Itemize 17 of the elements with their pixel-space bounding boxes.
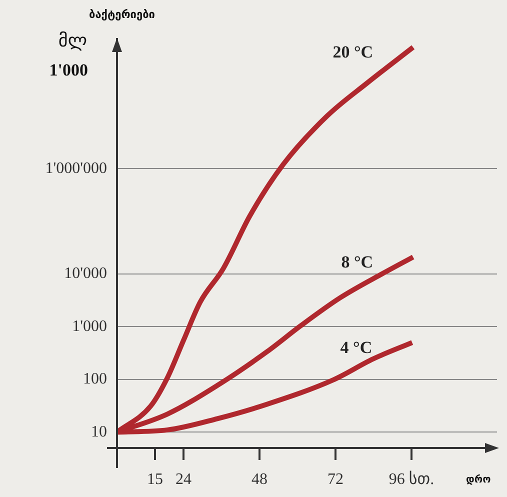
series-label: 20 °C bbox=[332, 42, 374, 62]
y-tick-label: 10'000 bbox=[64, 265, 107, 282]
y-tick-label: 10 bbox=[91, 423, 107, 440]
x-axis-title: დრო bbox=[466, 474, 491, 486]
x-tick-label: 72 bbox=[328, 470, 344, 488]
x-tick-label: 15 bbox=[147, 470, 163, 488]
y-tick-label: 1'000 bbox=[72, 318, 107, 335]
y-tick-label: 1'000'000 bbox=[45, 160, 107, 177]
x-tick-label: 24 bbox=[176, 470, 192, 488]
y-axis-title: ბაქტერიები bbox=[89, 8, 155, 21]
y-tick-label: 100 bbox=[83, 370, 107, 388]
text: მლ bbox=[58, 30, 87, 52]
x-tick-label: 48 bbox=[252, 470, 268, 488]
series-label: 8 °C bbox=[341, 252, 374, 272]
series-label: 4 °C bbox=[340, 338, 372, 357]
x-tick-label: 96 სთ. bbox=[388, 470, 434, 488]
text: 1'000 bbox=[49, 60, 88, 80]
